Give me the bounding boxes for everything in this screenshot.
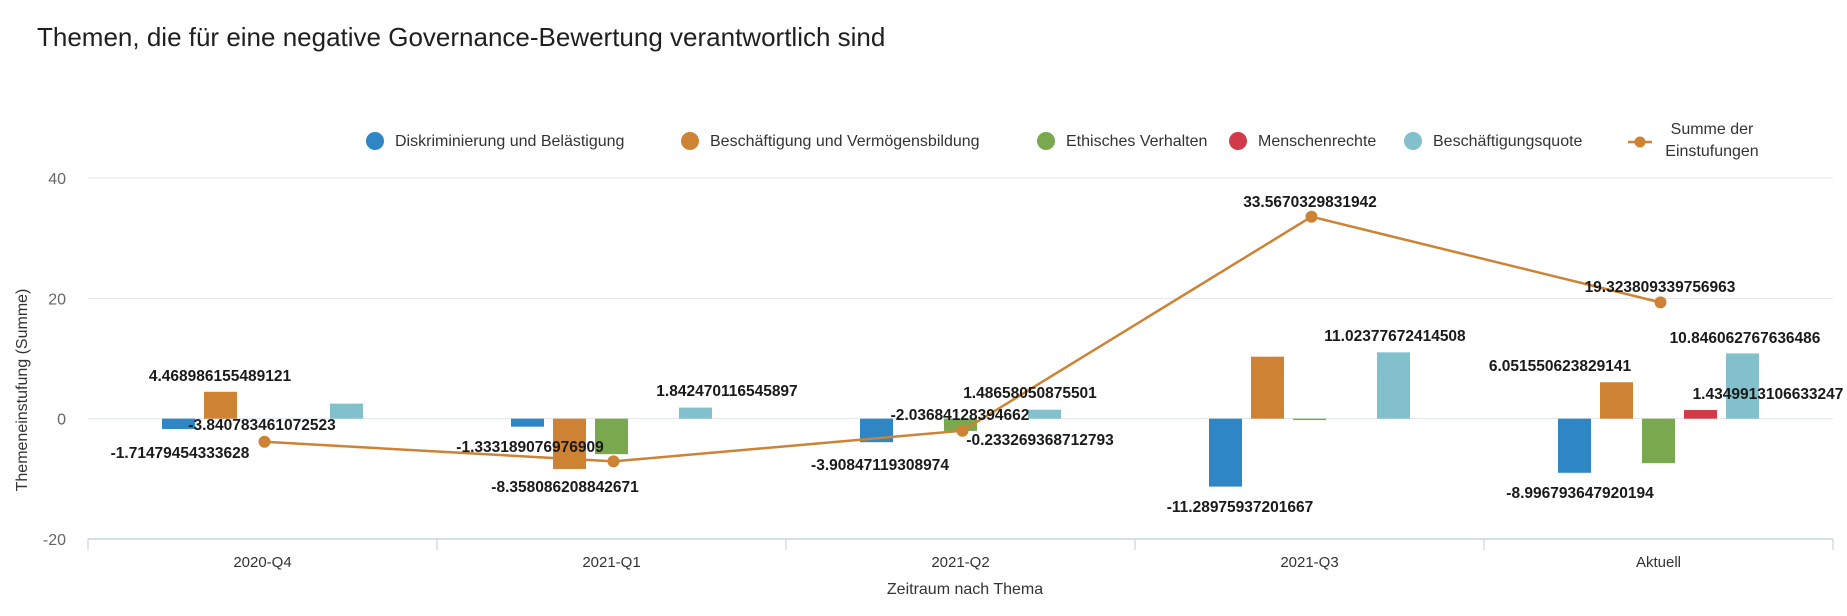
data-label: -1.333189076976909: [456, 439, 604, 456]
sum-line: [258, 210, 1667, 468]
y-tick-label: 0: [57, 412, 66, 429]
y-tick-label: -20: [43, 532, 66, 549]
data-label: -0.233269368712793: [966, 432, 1114, 449]
data-label: -8.996793647920194: [1506, 485, 1654, 502]
x-tick-label: 2021-Q1: [582, 554, 640, 571]
data-label: -3.90847119308974: [811, 457, 949, 474]
legend-label: Summe der: [1671, 121, 1754, 138]
legend-marker: [366, 132, 384, 150]
x-tick-label: 2021-Q2: [931, 554, 989, 571]
data-label: -11.28975937201667: [1167, 499, 1314, 516]
legend: Diskriminierung und Belästigung Beschäfti…: [366, 121, 1759, 160]
legend-marker: [1037, 132, 1055, 150]
bar: [1684, 410, 1717, 419]
bar: [1251, 356, 1284, 419]
data-labels: -1.71479454333628 -1.333189076976909 -3.90…: [111, 194, 1844, 516]
y-tick-label: 20: [48, 291, 66, 308]
data-label: 19.323809339756963: [1585, 279, 1736, 296]
legend-label: Einstufungen: [1665, 143, 1758, 160]
bar: [1028, 409, 1061, 419]
legend-marker: [1229, 132, 1247, 150]
data-label: 1.842470116545897: [656, 383, 797, 400]
y-tick-label: 40: [48, 171, 66, 188]
bar: [595, 418, 628, 455]
sum-line-point: [956, 424, 969, 437]
bar: [1558, 418, 1591, 473]
bar: [1726, 353, 1759, 419]
bar: [1293, 418, 1326, 421]
bar: [1377, 352, 1410, 419]
bar: [1600, 382, 1633, 419]
sum-line-point: [258, 435, 271, 448]
sum-line-point: [1654, 296, 1667, 309]
x-tick-label: Aktuell: [1636, 554, 1681, 571]
x-tick-label: 2021-Q3: [1280, 554, 1338, 571]
sum-line-point: [1305, 210, 1318, 223]
data-label: -8.358086208842671: [491, 479, 639, 496]
data-label: -1.71479454333628: [111, 445, 250, 462]
x-axis-title: Zeitraum nach Thema: [887, 581, 1043, 598]
data-label: 33.5670329831942: [1243, 194, 1377, 211]
data-label: 1.4349913106633247: [1693, 386, 1844, 403]
data-label: -2.03684128394662: [891, 407, 1030, 424]
chart-title: Themen, die für eine negative Governance…: [37, 22, 886, 52]
bar: [679, 407, 712, 419]
bar: [1642, 418, 1675, 464]
legend-label: Menschenrechte: [1258, 133, 1376, 150]
legend-marker: [1404, 132, 1422, 150]
x-axis: 2020-Q4 2021-Q1 2021-Q2 2021-Q3 Aktuell: [87, 538, 1834, 571]
y-axis-title: Themeneinstufung (Summe): [14, 289, 31, 492]
data-label: 10.846062767636486: [1670, 330, 1821, 347]
bar: [1209, 418, 1242, 487]
data-label: 11.02377672414508: [1324, 328, 1466, 345]
legend-marker: [1634, 136, 1646, 148]
legend-label: Ethisches Verhalten: [1066, 133, 1207, 150]
y-axis-ticks: -20 0 20 40: [43, 171, 66, 549]
bar: [511, 418, 544, 427]
bar: [330, 403, 363, 419]
legend-label: Beschäftigungsquote: [1433, 133, 1583, 150]
data-label: 1.48658050875501: [963, 385, 1097, 402]
data-label: 6.051550623829141: [1489, 358, 1632, 375]
x-tick-label: 2020-Q4: [233, 554, 291, 571]
bar: [162, 418, 195, 429]
legend-label: Beschäftigung und Vermögensbildung: [710, 133, 980, 150]
sum-line-point: [607, 455, 620, 468]
bar: [204, 391, 237, 419]
data-label: -3.840783461072523: [188, 417, 336, 434]
legend-marker: [681, 132, 699, 150]
data-label: 4.468986155489121: [149, 368, 292, 385]
legend-label: Diskriminierung und Belästigung: [395, 133, 624, 150]
